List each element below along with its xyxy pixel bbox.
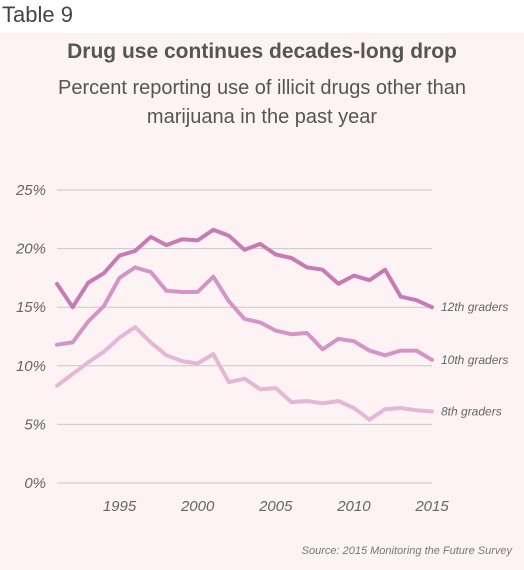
series-label: 8th graders: [441, 405, 502, 419]
series-line: [55, 265, 434, 362]
y-tick-label: 5%: [24, 416, 46, 433]
y-tick-label: 0%: [24, 475, 46, 492]
series-line: [55, 227, 434, 310]
x-tick-label: 2010: [336, 498, 371, 515]
x-tick-label: 2000: [180, 498, 215, 515]
x-tick-label: 2015: [414, 498, 449, 515]
chart-card: [0, 33, 524, 570]
y-tick-label: 25%: [15, 182, 46, 199]
series-label: 10th graders: [441, 353, 508, 367]
y-tick-label: 15%: [16, 299, 46, 316]
series-line: [55, 325, 434, 422]
source-note: Source: 2015 Monitoring the Future Surve…: [301, 545, 512, 557]
series-label: 12th graders: [441, 300, 508, 314]
y-tick-label: 20%: [15, 241, 46, 258]
x-tick-label: 1995: [103, 498, 137, 515]
chart-subtitle: Percent reporting use of illicit drugs o…: [58, 77, 466, 128]
table-label: Table 9: [2, 2, 73, 27]
chart-title: Drug use continues decades-long drop: [67, 40, 457, 63]
y-tick-label: 10%: [16, 358, 46, 375]
x-tick-label: 2005: [258, 498, 293, 515]
